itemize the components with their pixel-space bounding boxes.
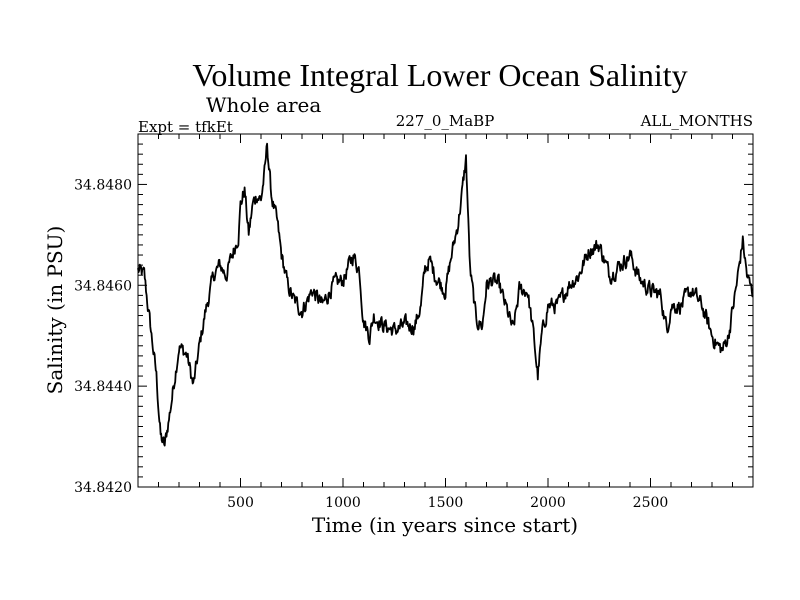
plot-frame xyxy=(137,133,754,488)
y-tick-label: 34.8480 xyxy=(74,177,132,193)
chart-title: Volume Integral Lower Ocean Salinity xyxy=(192,57,687,93)
epoch-label: 227_0_MaBP xyxy=(396,112,495,130)
y-tick-label: 34.8460 xyxy=(74,278,132,294)
x-tick-label: 2500 xyxy=(633,495,669,511)
x-tick-label: 1000 xyxy=(325,495,361,511)
x-axis-label: Time (in years since start) xyxy=(312,513,578,537)
x-tick-label: 2000 xyxy=(530,495,566,511)
y-axis-label: Salinity (in PSU) xyxy=(43,226,67,395)
experiment-label: Expt = tfkEt xyxy=(138,118,233,136)
y-tick-label: 34.8420 xyxy=(74,480,132,496)
x-tick-label: 1500 xyxy=(428,495,464,511)
y-tick-label: 34.8440 xyxy=(74,379,132,395)
chart-subtitle: Whole area xyxy=(206,93,321,117)
salinity-series-line xyxy=(137,142,754,447)
months-label: ALL_MONTHS xyxy=(640,112,753,130)
x-tick-label: 500 xyxy=(227,495,254,511)
